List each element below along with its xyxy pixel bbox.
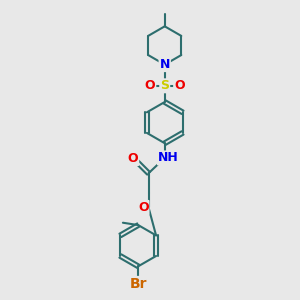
Text: O: O	[174, 79, 185, 92]
Text: N: N	[160, 58, 170, 71]
Text: O: O	[138, 201, 148, 214]
Text: O: O	[128, 152, 138, 165]
Text: S: S	[160, 79, 169, 92]
Text: Br: Br	[130, 277, 147, 291]
Text: O: O	[145, 79, 155, 92]
Text: NH: NH	[158, 152, 178, 164]
